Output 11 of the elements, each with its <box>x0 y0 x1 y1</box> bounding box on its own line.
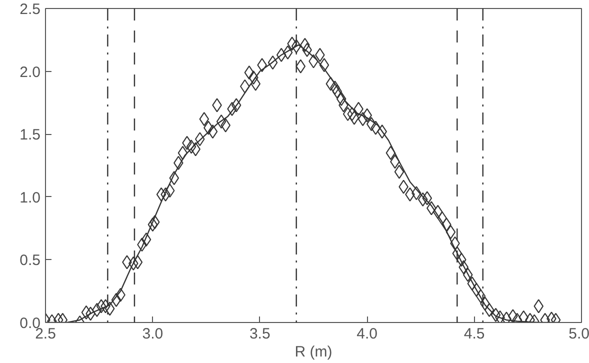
y-tick-label: 1.0 <box>20 189 41 206</box>
y-tick-label: 0.5 <box>20 252 41 270</box>
x-tick-label: 5.0 <box>568 326 589 342</box>
x-tick-label: 4.0 <box>356 326 378 342</box>
x-tick-label: 3.0 <box>142 326 164 342</box>
y-tick-label: 2.0 <box>20 64 41 81</box>
y-tick-label: 1.5 <box>20 126 41 144</box>
y-tick-label: 2.5 <box>20 1 41 18</box>
x-axis-title: R (m) <box>294 344 332 360</box>
x-tick-label: 4.5 <box>464 326 485 342</box>
x-tick-label: 3.5 <box>249 326 270 342</box>
